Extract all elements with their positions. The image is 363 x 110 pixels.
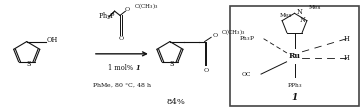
Text: H: H [344, 35, 350, 43]
Text: Ru: Ru [289, 52, 301, 60]
Text: S: S [26, 60, 30, 68]
Bar [230, 6, 359, 106]
Text: N: N [296, 8, 302, 16]
Text: S: S [169, 60, 174, 68]
Text: Ph$_3$P: Ph$_3$P [98, 10, 116, 22]
Text: C(CH$_3$)$_3$: C(CH$_3$)$_3$ [221, 27, 245, 37]
Text: O: O [118, 36, 123, 41]
Text: O: O [125, 7, 130, 12]
Text: Mes: Mes [280, 13, 293, 18]
Text: 1 mol%: 1 mol% [108, 64, 135, 72]
Text: 1: 1 [291, 93, 298, 102]
Text: PhMe, 80 $\degree$C, 48 h: PhMe, 80 $\degree$C, 48 h [92, 81, 152, 89]
Text: O: O [213, 33, 218, 38]
Text: OH: OH [46, 37, 58, 45]
Text: N: N [299, 16, 305, 24]
Text: OC: OC [241, 72, 250, 77]
Text: 84%: 84% [167, 98, 185, 106]
Text: C(CH$_3$)$_3$: C(CH$_3$)$_3$ [134, 1, 158, 11]
Text: PPh$_3$: PPh$_3$ [286, 81, 302, 90]
Text: 1: 1 [136, 64, 140, 72]
Text: Mes: Mes [309, 6, 321, 10]
Text: H: H [344, 54, 350, 62]
Text: O: O [203, 68, 208, 73]
Text: Ph$_3$P: Ph$_3$P [239, 34, 256, 43]
